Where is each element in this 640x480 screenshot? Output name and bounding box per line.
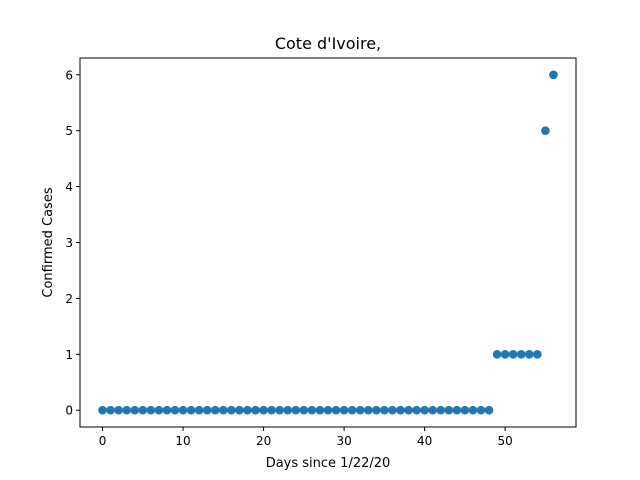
data-point bbox=[355, 405, 365, 415]
data-point bbox=[396, 405, 405, 415]
data-point bbox=[267, 405, 276, 415]
data-point bbox=[541, 126, 550, 135]
data-point bbox=[251, 405, 260, 415]
data-point bbox=[114, 405, 123, 415]
y-tick-label: 2 bbox=[65, 292, 73, 306]
x-tick-label: 0 bbox=[99, 434, 107, 448]
data-point bbox=[275, 405, 284, 415]
data-point bbox=[460, 405, 470, 415]
data-point bbox=[412, 405, 421, 415]
x-tick-label: 20 bbox=[256, 434, 271, 448]
data-point bbox=[315, 405, 325, 415]
data-point bbox=[291, 405, 301, 415]
data-point bbox=[476, 405, 486, 415]
data-point bbox=[130, 405, 140, 415]
data-point bbox=[323, 405, 333, 415]
data-point bbox=[106, 405, 115, 415]
data-point bbox=[436, 405, 446, 415]
x-tick-label: 30 bbox=[336, 434, 351, 448]
plot-frame bbox=[79, 57, 577, 428]
data-point bbox=[235, 405, 244, 415]
data-point bbox=[178, 405, 188, 415]
data-point bbox=[468, 405, 478, 415]
y-axis-ticks: 0 1 2 3 4 5 6 bbox=[65, 68, 80, 418]
x-axis-ticks: 0 10 20 30 40 50 bbox=[99, 427, 513, 448]
data-point bbox=[219, 405, 228, 415]
data-point bbox=[549, 70, 558, 80]
chart-title: Cote d'Ivoire, bbox=[275, 34, 381, 53]
y-tick-label: 1 bbox=[65, 348, 73, 362]
y-tick-label: 6 bbox=[65, 68, 73, 82]
data-point bbox=[380, 405, 389, 415]
data-points bbox=[98, 70, 558, 415]
data-point bbox=[243, 405, 252, 415]
data-point bbox=[307, 405, 317, 415]
data-point bbox=[363, 405, 373, 415]
x-axis-label: Days since 1/22/20 bbox=[266, 456, 391, 471]
data-point bbox=[210, 405, 220, 415]
data-point bbox=[404, 405, 413, 415]
data-point bbox=[194, 405, 204, 415]
data-point bbox=[372, 405, 381, 415]
data-point bbox=[122, 405, 132, 415]
data-point bbox=[186, 405, 196, 415]
data-point bbox=[388, 405, 397, 415]
data-point bbox=[98, 405, 107, 415]
data-point bbox=[420, 405, 429, 415]
data-point bbox=[283, 405, 293, 415]
x-tick-label: 10 bbox=[175, 434, 190, 448]
data-point bbox=[516, 350, 526, 359]
y-tick-label: 3 bbox=[65, 236, 73, 250]
data-point bbox=[331, 405, 341, 415]
data-point bbox=[533, 350, 542, 359]
data-point bbox=[170, 405, 180, 415]
data-point bbox=[484, 405, 494, 415]
y-axis-label: Confirmed Cases bbox=[41, 187, 56, 297]
data-point bbox=[227, 405, 236, 415]
data-point bbox=[138, 405, 148, 415]
data-point bbox=[500, 350, 510, 359]
data-point bbox=[202, 405, 212, 415]
plot-area bbox=[80, 58, 576, 427]
data-point bbox=[299, 405, 309, 415]
data-point bbox=[146, 405, 156, 415]
data-point bbox=[428, 405, 437, 415]
y-tick-label: 0 bbox=[65, 404, 73, 418]
data-point bbox=[452, 405, 462, 415]
data-point bbox=[154, 405, 164, 415]
data-point bbox=[508, 350, 518, 359]
data-point bbox=[524, 350, 534, 359]
y-tick-label: 5 bbox=[65, 124, 73, 138]
data-point bbox=[339, 405, 349, 415]
y-tick-label: 4 bbox=[65, 180, 73, 194]
x-tick-label: 40 bbox=[417, 434, 432, 448]
x-tick-label: 50 bbox=[498, 434, 513, 448]
data-point bbox=[444, 405, 454, 415]
data-point bbox=[259, 405, 268, 415]
data-point bbox=[162, 405, 172, 415]
data-point bbox=[492, 350, 502, 359]
data-point bbox=[347, 405, 357, 415]
